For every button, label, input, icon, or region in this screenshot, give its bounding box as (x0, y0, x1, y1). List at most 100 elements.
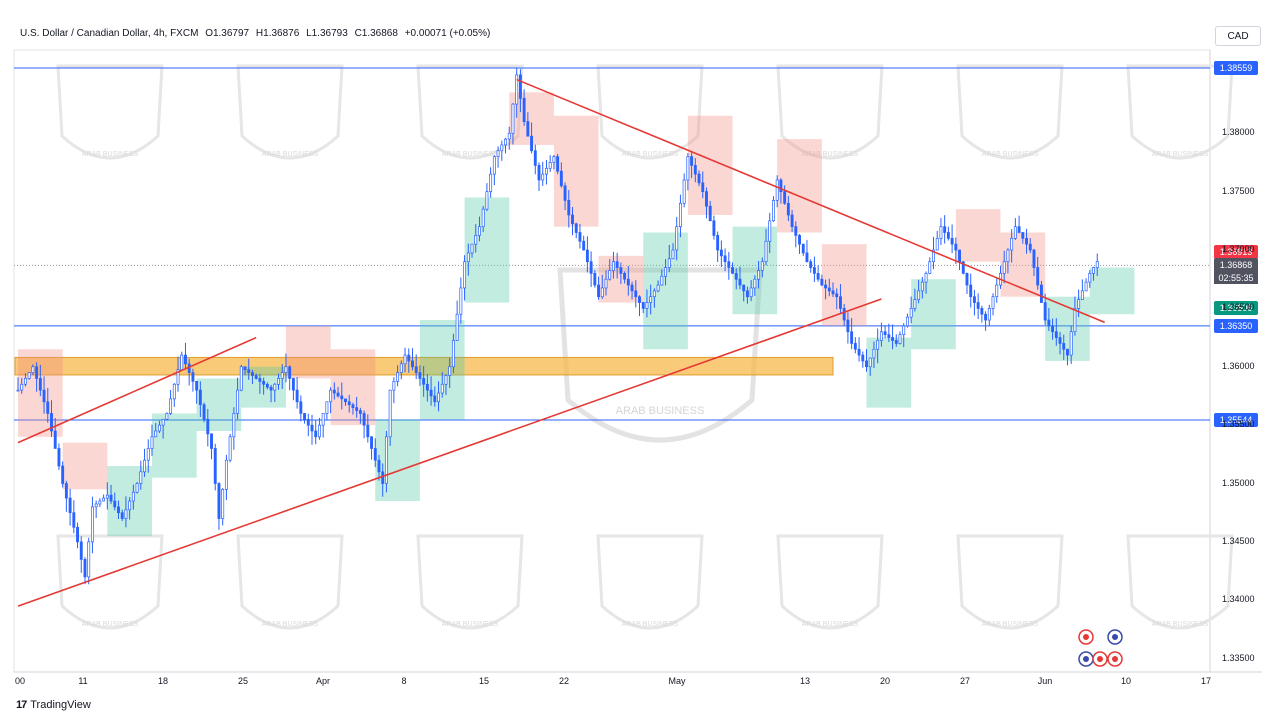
candle-body (664, 267, 667, 277)
candle-body (1006, 249, 1010, 263)
watermark-shield-icon (596, 64, 704, 160)
candle-body (1088, 273, 1092, 283)
candle-body (165, 413, 169, 420)
candle-body (388, 389, 392, 438)
ohlc-open: O1.36797 (205, 28, 250, 39)
candle-body (615, 261, 619, 268)
candle-body (492, 156, 496, 175)
watermark-text: ARAB BUSINESS (1152, 621, 1209, 628)
candle-body (392, 381, 396, 391)
candle-body (76, 526, 79, 543)
candle-body (474, 235, 478, 245)
candle-body (455, 313, 459, 341)
candle-body (1017, 226, 1021, 233)
x-tick-label: 25 (237, 676, 249, 686)
candle-body (645, 302, 649, 309)
y-tick-label: 1.35500 (1222, 419, 1255, 430)
candle-body (284, 366, 288, 373)
candle-body (667, 258, 671, 268)
ohlc-low: L1.36793 (306, 28, 348, 39)
watermark-shield-icon (776, 534, 884, 630)
candle-body (273, 383, 277, 391)
candle-body (481, 208, 485, 228)
price-label-green: 1.36506 (1214, 301, 1258, 315)
candle-body (563, 185, 567, 201)
tradingview-logo[interactable]: 17 TradingView (16, 699, 91, 711)
candle-body (489, 173, 493, 192)
candle-body (124, 509, 128, 519)
candle-body (585, 249, 589, 263)
candle-body (734, 273, 738, 280)
trend-band-segment (1089, 267, 1135, 315)
candle-body (340, 395, 344, 400)
y-tick-label: 1.33500 (1222, 652, 1255, 663)
watermark-text: ARAB BUSINESS (622, 621, 679, 628)
candle-body (671, 249, 675, 260)
price-label-current: 1.36868 (1214, 258, 1258, 272)
candle-body (478, 226, 481, 236)
candle-body (258, 378, 262, 382)
currency-button[interactable]: CAD (1215, 26, 1261, 46)
candle-body (459, 287, 463, 315)
candle-body (403, 354, 407, 365)
candle-body (310, 424, 314, 432)
candle-body (980, 308, 984, 315)
candle-body (641, 302, 645, 309)
candle-body (749, 287, 753, 298)
candle-body (64, 483, 68, 499)
candle-body (411, 360, 414, 368)
candle-body (79, 541, 83, 560)
candle-body (965, 273, 969, 286)
candle-body (783, 191, 787, 204)
candle-body (68, 497, 72, 514)
watermark-shield-icon (956, 64, 1064, 160)
economic-event-dot (1083, 656, 1089, 662)
candle-body (210, 433, 213, 449)
chart-header: U.S. Dollar / Canadian Dollar, 4h, FXCM … (20, 28, 494, 39)
candle-body (496, 150, 500, 157)
candle-body (87, 541, 91, 578)
ohlc-high: H1.36876 (255, 28, 300, 39)
candle-body (526, 121, 530, 137)
candle-body (857, 348, 861, 356)
candle-body (611, 261, 615, 271)
candle-body (589, 261, 593, 274)
candle-body (533, 150, 537, 166)
candle-body (262, 381, 266, 385)
candle-body (678, 202, 682, 228)
candle-body (120, 512, 124, 519)
candle-body (939, 226, 943, 239)
candle-body (195, 381, 199, 391)
candle-countdown: 02:55:35 (1214, 271, 1258, 284)
candle-body (172, 383, 176, 400)
candle-body (90, 506, 94, 543)
price-label-support-low: 1.35544 (1214, 413, 1258, 427)
candle-body (135, 483, 139, 493)
candle-body (154, 430, 158, 438)
trend-band-segment (955, 209, 1001, 262)
candle-body (920, 281, 924, 292)
candle-body (924, 273, 928, 283)
watermark-text: ARAB BUSINESS (82, 151, 139, 158)
candle-body (437, 392, 440, 403)
candle-body (1058, 337, 1062, 344)
x-tick-label: Jun (1037, 676, 1053, 686)
candle-body (779, 179, 783, 192)
economic-event-dot (1112, 656, 1118, 662)
y-tick-label: 1.36500 (1222, 302, 1255, 313)
candle-body (652, 290, 656, 298)
candle-body (879, 331, 883, 341)
candle-body (117, 506, 120, 514)
candle-body (578, 232, 582, 242)
watermark-text: ARAB BUSINESS (802, 621, 859, 628)
candle-body (143, 459, 146, 473)
candle-body (157, 424, 161, 432)
candle-body (824, 284, 828, 289)
candle-body (518, 74, 522, 99)
candle-body (801, 243, 805, 254)
candle-body (35, 366, 39, 379)
x-tick-label: 13 (799, 676, 811, 686)
candle-body (362, 413, 366, 426)
candle-body (708, 205, 712, 222)
